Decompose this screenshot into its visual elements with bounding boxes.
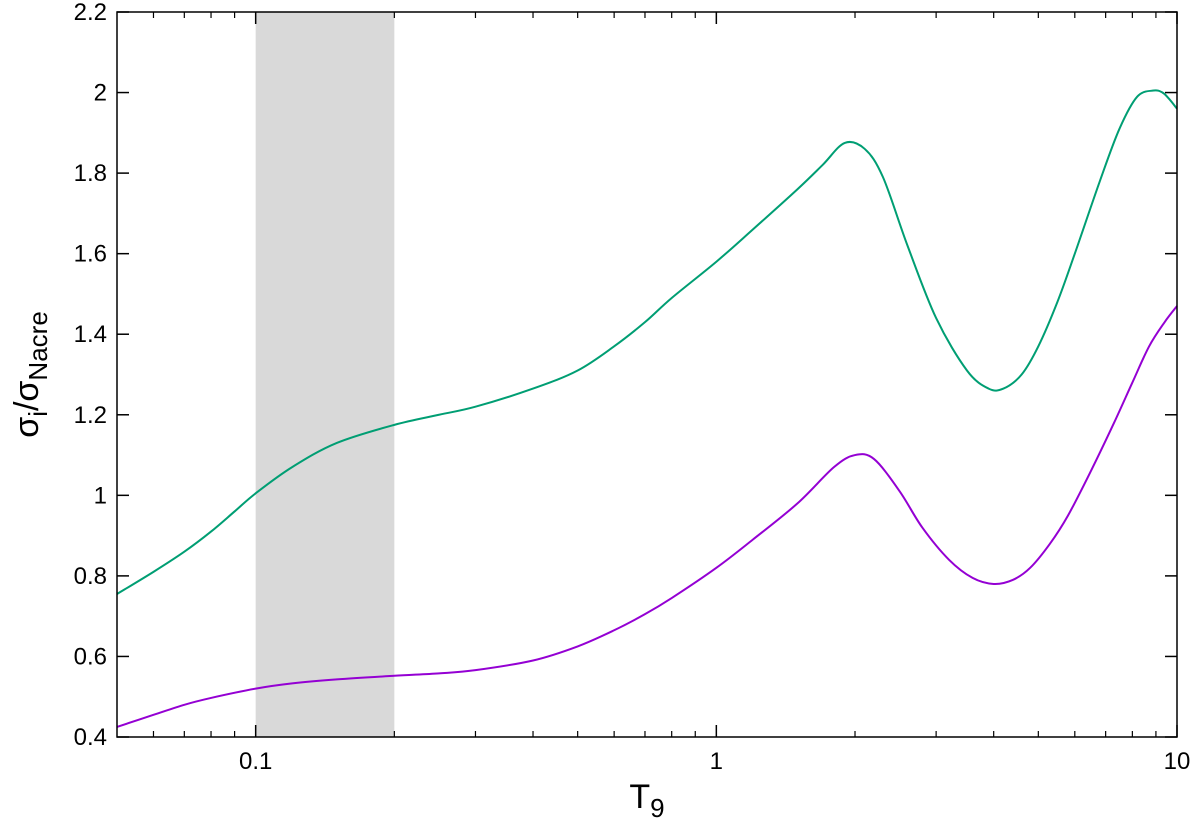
series-line-1 <box>116 89 1178 595</box>
y-axis-label-sigma-i: σ <box>8 417 46 438</box>
y-tick-label: 0.4 <box>74 724 107 751</box>
y-tick-label: 2 <box>94 80 107 107</box>
y-tick-label: 1.4 <box>74 321 107 348</box>
y-axis-label-sigma-nacre: σ <box>8 381 46 402</box>
y-tick-label: 0.6 <box>74 643 107 670</box>
y-tick-label: 1 <box>94 482 107 509</box>
x-tick-label: 1 <box>710 748 723 775</box>
shaded-band <box>255 12 395 737</box>
plot-frame <box>116 11 1178 738</box>
x-tick-label: 10 <box>1164 748 1191 775</box>
tick-layer: 0.4 0.6 0.8 1 1.2 1.4 1.6 1.8 2 2.2 0.1 1 10 <box>74 0 1191 775</box>
y-tick-label: 0.8 <box>74 563 107 590</box>
x-tick-label: 0.1 <box>239 748 272 775</box>
y-axis-label-sub-i: i <box>23 411 53 417</box>
series-line-2 <box>116 305 1178 728</box>
y-tick-label: 1.6 <box>74 241 107 268</box>
x-axis-label-sub: 9 <box>650 793 664 822</box>
x-axis-label: T9 <box>629 778 664 822</box>
y-tick-label: 1.8 <box>74 160 107 187</box>
y-tick-label: 2.2 <box>74 0 107 26</box>
x-axis-label-main: T <box>629 778 650 816</box>
y-axis-label: σi/σNacre <box>8 311 53 438</box>
y-axis-label-slash: / <box>8 401 46 411</box>
y-tick-label: 1.2 <box>74 402 107 429</box>
shaded-band-layer <box>255 12 395 737</box>
series-layer <box>116 89 1178 728</box>
y-axis-label-sub-nacre: Nacre <box>23 311 53 380</box>
